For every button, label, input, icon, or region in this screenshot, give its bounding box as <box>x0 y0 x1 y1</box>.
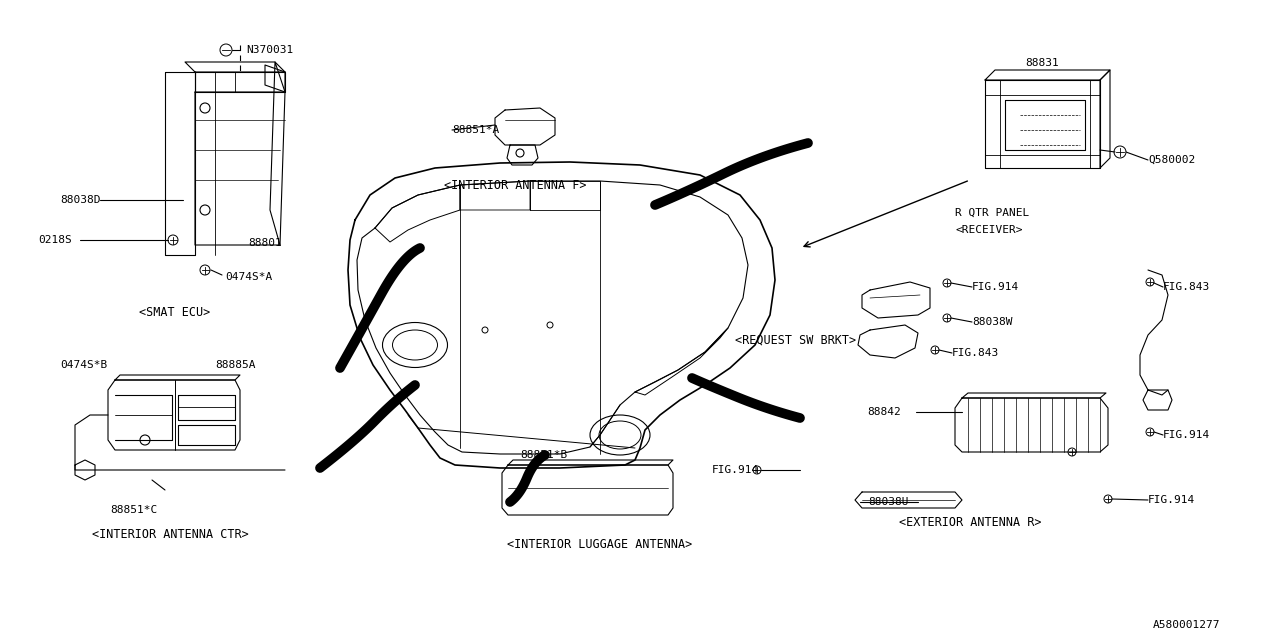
Text: FIG.914: FIG.914 <box>1164 430 1211 440</box>
Text: 88851*B: 88851*B <box>520 450 567 460</box>
Text: FIG.914: FIG.914 <box>972 282 1019 292</box>
Text: A580001277: A580001277 <box>1152 620 1220 630</box>
Text: 88038U: 88038U <box>868 497 909 507</box>
Text: <INTERIOR ANTENNA CTR>: <INTERIOR ANTENNA CTR> <box>92 529 248 541</box>
Text: FIG.914: FIG.914 <box>712 465 759 475</box>
Text: FIG.843: FIG.843 <box>1164 282 1211 292</box>
Text: 88842: 88842 <box>867 407 901 417</box>
Text: N370031: N370031 <box>246 45 293 55</box>
Text: R QTR PANEL: R QTR PANEL <box>955 208 1029 218</box>
Text: 88851*C: 88851*C <box>110 505 157 515</box>
Text: <REQUEST SW BRKT>: <REQUEST SW BRKT> <box>735 333 856 346</box>
Text: 0474S*B: 0474S*B <box>60 360 108 370</box>
Text: 0218S: 0218S <box>38 235 72 245</box>
Text: 88801: 88801 <box>248 238 282 248</box>
Text: 88851*A: 88851*A <box>452 125 499 135</box>
Text: <INTERIOR ANTENNA F>: <INTERIOR ANTENNA F> <box>444 179 586 191</box>
Text: 88885A: 88885A <box>215 360 256 370</box>
Text: 88831: 88831 <box>1025 58 1059 68</box>
Text: FIG.843: FIG.843 <box>952 348 1000 358</box>
Text: <INTERIOR LUGGAGE ANTENNA>: <INTERIOR LUGGAGE ANTENNA> <box>507 538 692 552</box>
Text: 88038D: 88038D <box>60 195 101 205</box>
Text: Q580002: Q580002 <box>1148 155 1196 165</box>
Text: 88038W: 88038W <box>972 317 1012 327</box>
Text: FIG.914: FIG.914 <box>1148 495 1196 505</box>
Text: <EXTERIOR ANTENNA R>: <EXTERIOR ANTENNA R> <box>899 515 1041 529</box>
Text: <SMAT ECU>: <SMAT ECU> <box>140 305 211 319</box>
Text: <RECEIVER>: <RECEIVER> <box>955 225 1023 235</box>
Text: 0474S*A: 0474S*A <box>225 272 273 282</box>
